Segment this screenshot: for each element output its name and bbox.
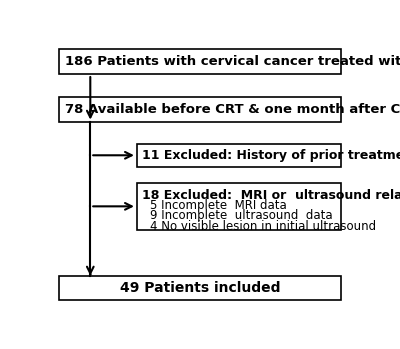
FancyBboxPatch shape [137, 144, 342, 167]
Text: 49 Patients included: 49 Patients included [120, 281, 281, 295]
FancyBboxPatch shape [59, 97, 342, 122]
FancyBboxPatch shape [137, 183, 342, 230]
Text: 186 Patients with cervical cancer treated with CRT: 186 Patients with cervical cancer treate… [65, 55, 400, 68]
Text: 11 Excluded: History of prior treatment: 11 Excluded: History of prior treatment [142, 149, 400, 162]
Text: 5 Incomplete  MRI data: 5 Incomplete MRI data [150, 199, 287, 212]
Text: 9 Incomplete  ultrasound  data: 9 Incomplete ultrasound data [150, 209, 333, 222]
FancyBboxPatch shape [59, 49, 342, 74]
Text: 78 Available before CRT & one month after CRT at MRI: 78 Available before CRT & one month afte… [65, 103, 400, 116]
FancyBboxPatch shape [59, 276, 342, 300]
Text: 18 Excluded:  MRI or  ultrasound related factors: 18 Excluded: MRI or ultrasound related f… [142, 189, 400, 202]
Text: 4 No visible lesion in initial ultrasound: 4 No visible lesion in initial ultrasoun… [150, 220, 376, 232]
